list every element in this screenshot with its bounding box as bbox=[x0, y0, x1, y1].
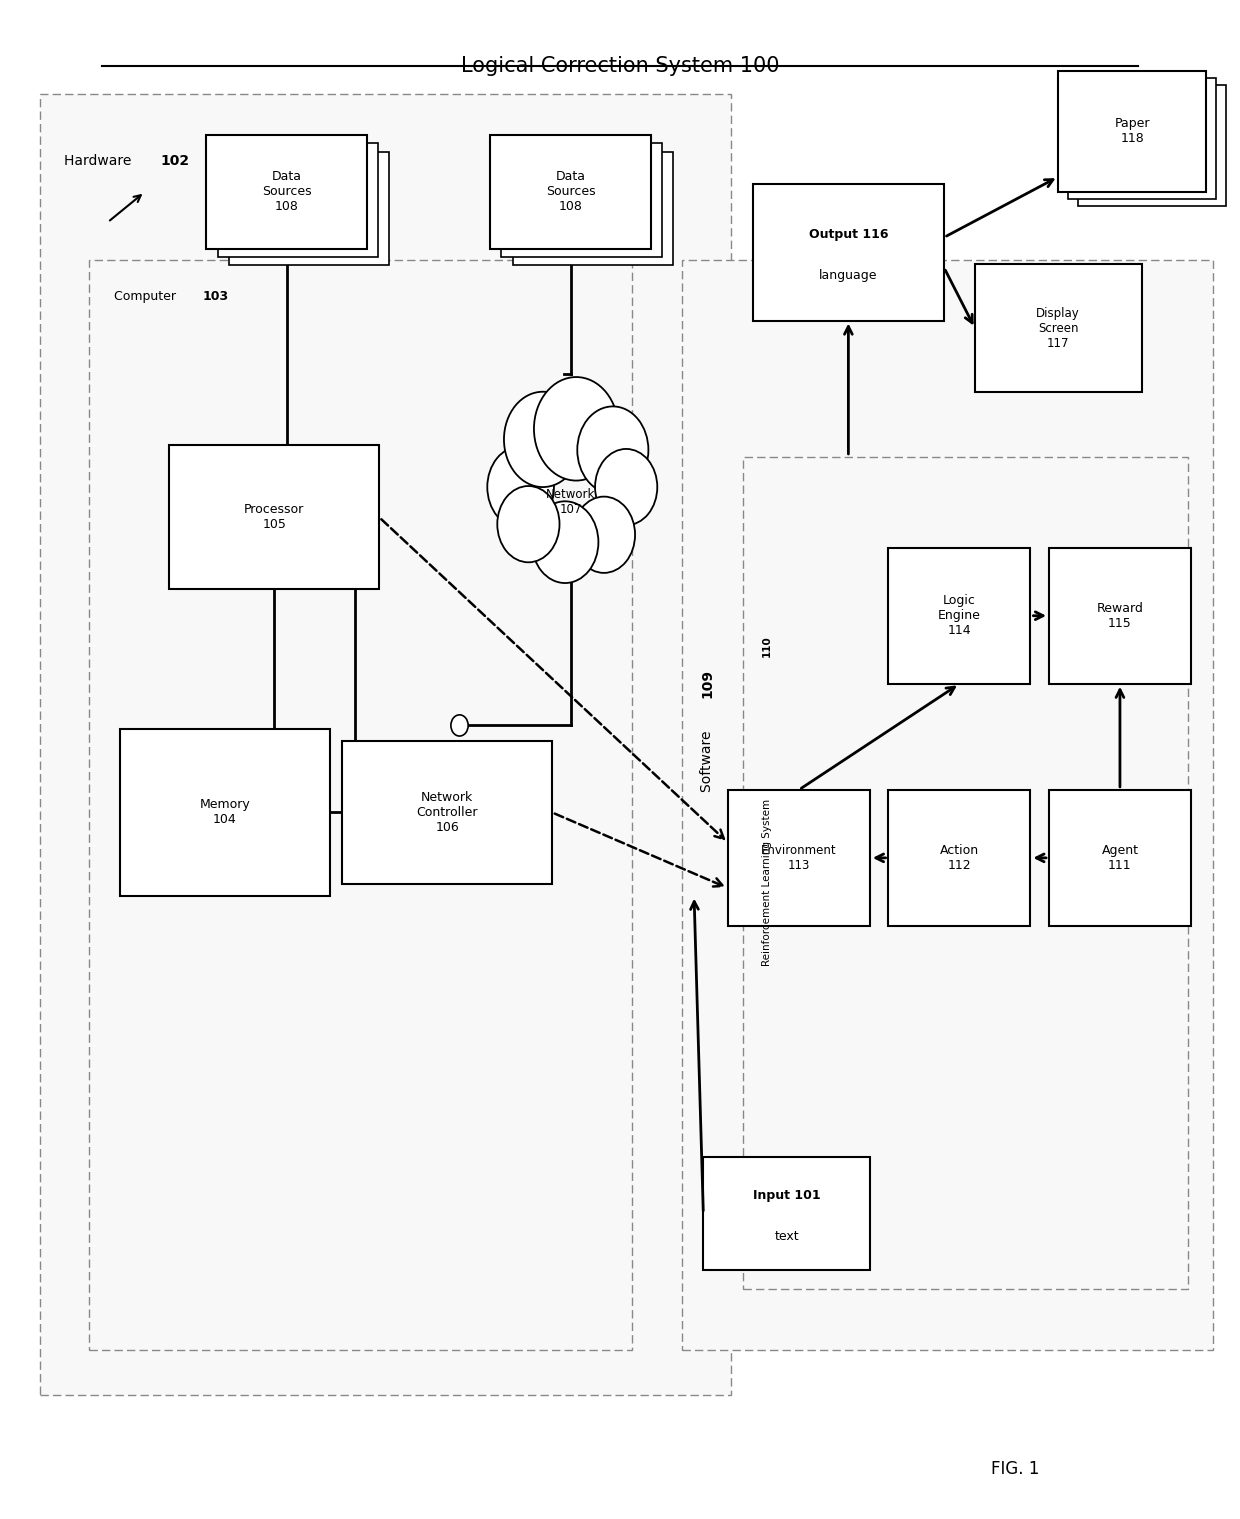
FancyBboxPatch shape bbox=[1078, 85, 1226, 207]
Text: FIG. 1: FIG. 1 bbox=[991, 1460, 1039, 1478]
Circle shape bbox=[534, 377, 619, 480]
FancyBboxPatch shape bbox=[975, 264, 1142, 392]
Circle shape bbox=[503, 392, 582, 488]
Text: Logic
Engine
114: Logic Engine 114 bbox=[937, 594, 981, 638]
Text: Memory
104: Memory 104 bbox=[200, 799, 250, 826]
Text: Reinforcement Learning System: Reinforcement Learning System bbox=[761, 796, 773, 966]
Text: 102: 102 bbox=[161, 153, 190, 169]
FancyBboxPatch shape bbox=[753, 184, 944, 321]
FancyBboxPatch shape bbox=[217, 143, 378, 257]
FancyBboxPatch shape bbox=[207, 135, 367, 249]
FancyBboxPatch shape bbox=[170, 445, 379, 589]
Text: text: text bbox=[774, 1230, 799, 1243]
Circle shape bbox=[573, 497, 635, 573]
Text: Output 116: Output 116 bbox=[808, 228, 888, 242]
FancyBboxPatch shape bbox=[703, 1157, 870, 1270]
Text: Reward
115: Reward 115 bbox=[1096, 602, 1143, 630]
Text: Paper
118: Paper 118 bbox=[1115, 117, 1149, 146]
Text: Environment
113: Environment 113 bbox=[761, 845, 837, 872]
Text: Computer: Computer bbox=[114, 290, 180, 304]
Text: Hardware: Hardware bbox=[64, 153, 136, 169]
FancyBboxPatch shape bbox=[1068, 77, 1216, 199]
FancyBboxPatch shape bbox=[682, 260, 1213, 1350]
FancyBboxPatch shape bbox=[889, 548, 1030, 684]
Circle shape bbox=[595, 450, 657, 526]
Text: Agent
111: Agent 111 bbox=[1101, 845, 1138, 872]
Circle shape bbox=[451, 715, 469, 737]
Text: Logical Correction System 100: Logical Correction System 100 bbox=[461, 56, 779, 76]
Text: Data
Sources
108: Data Sources 108 bbox=[546, 170, 595, 214]
Text: Software: Software bbox=[701, 726, 714, 793]
Text: Network
Controller
106: Network Controller 106 bbox=[417, 791, 477, 834]
Circle shape bbox=[487, 447, 554, 529]
Text: Action
112: Action 112 bbox=[940, 845, 980, 872]
FancyBboxPatch shape bbox=[728, 790, 870, 927]
Circle shape bbox=[578, 407, 649, 494]
FancyBboxPatch shape bbox=[342, 741, 552, 884]
Circle shape bbox=[497, 486, 559, 562]
Text: 109: 109 bbox=[701, 670, 714, 699]
FancyBboxPatch shape bbox=[490, 135, 651, 249]
Text: Processor
105: Processor 105 bbox=[244, 503, 305, 532]
Text: language: language bbox=[820, 269, 878, 281]
Text: Network
107: Network 107 bbox=[546, 488, 595, 516]
FancyBboxPatch shape bbox=[512, 152, 673, 264]
FancyBboxPatch shape bbox=[40, 94, 732, 1394]
FancyBboxPatch shape bbox=[1049, 548, 1190, 684]
FancyBboxPatch shape bbox=[89, 260, 632, 1350]
FancyBboxPatch shape bbox=[1058, 71, 1207, 191]
FancyBboxPatch shape bbox=[1049, 790, 1190, 927]
FancyBboxPatch shape bbox=[228, 152, 389, 264]
Text: 110: 110 bbox=[761, 635, 773, 656]
Circle shape bbox=[532, 501, 599, 583]
Text: 103: 103 bbox=[203, 290, 229, 304]
Text: Input 101: Input 101 bbox=[753, 1189, 821, 1202]
FancyBboxPatch shape bbox=[501, 143, 662, 257]
FancyBboxPatch shape bbox=[120, 729, 330, 896]
Text: Display
Screen
117: Display Screen 117 bbox=[1037, 307, 1080, 349]
FancyBboxPatch shape bbox=[889, 790, 1030, 927]
FancyBboxPatch shape bbox=[744, 457, 1188, 1290]
Text: Data
Sources
108: Data Sources 108 bbox=[262, 170, 311, 214]
